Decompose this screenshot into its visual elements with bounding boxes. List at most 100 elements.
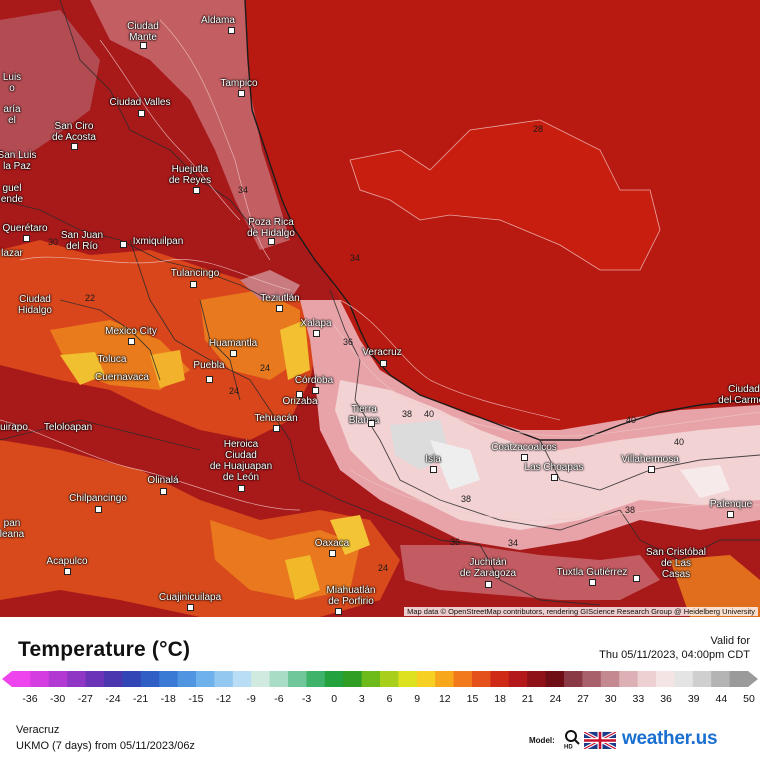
scale-swatch xyxy=(214,671,234,687)
city-marker xyxy=(380,360,387,367)
temperature-color-scale xyxy=(2,671,758,687)
city-label-tehuacan: Tehuacán xyxy=(254,413,298,424)
city-label-huejutla: Huejutla de Reyes xyxy=(168,164,212,186)
city-label-ciudad-carmen: Ciudad del Carmen xyxy=(718,384,760,406)
scale-tick-label: -27 xyxy=(77,693,93,705)
city-marker xyxy=(187,604,194,611)
scale-arrow-right xyxy=(748,671,758,687)
isotherm-label: 34 xyxy=(350,253,361,263)
city-label-orizaba: Orizaba xyxy=(282,396,318,407)
scale-swatch xyxy=(343,671,362,687)
scale-swatch xyxy=(545,671,565,687)
city-marker xyxy=(160,488,167,495)
scale-swatch xyxy=(67,671,86,687)
city-label-chilpancingo: Chilpancingo xyxy=(69,493,127,504)
city-marker xyxy=(335,608,342,615)
isotherm-label: 36 xyxy=(450,537,461,547)
city-marker xyxy=(190,281,197,288)
scale-tick-label: 44 xyxy=(715,693,728,705)
scale-swatch xyxy=(251,671,270,687)
city-label-ixmiquilpan: Ixmiquilpan xyxy=(132,236,184,247)
scale-tick-label: 12 xyxy=(438,693,451,705)
scale-swatch xyxy=(582,671,602,687)
scale-swatch xyxy=(140,671,160,687)
scale-swatch xyxy=(398,671,418,687)
city-marker xyxy=(120,241,127,248)
city-label-juchitan: Juchitán de Zaragoza xyxy=(459,557,517,579)
scale-tick-label: 6 xyxy=(386,693,393,705)
city-label-tampico: Tampico xyxy=(220,78,258,89)
city-label-tierra-blanca: Tierra Blanca xyxy=(348,404,380,426)
isotherm-label: 34 xyxy=(238,185,249,195)
scale-swatch xyxy=(674,671,694,687)
scale-tick-label: -36 xyxy=(22,693,38,705)
city-marker xyxy=(312,387,319,394)
scale-tick-label: -15 xyxy=(188,693,204,705)
city-label-mexico-city: Mexico City xyxy=(105,326,157,337)
location-label: Veracruz xyxy=(16,724,60,736)
scale-swatch xyxy=(177,671,197,687)
isotherm-label: 28 xyxy=(533,124,544,134)
scale-tick-label: 36 xyxy=(660,693,672,705)
scale-tick-label: -21 xyxy=(133,693,149,705)
scale-swatch xyxy=(692,671,712,687)
city-label-cuajinicuilapa: Cuajinicuilapa xyxy=(158,592,222,603)
scale-arrow-left xyxy=(2,671,12,687)
city-label-luis: Luis o xyxy=(2,72,22,94)
svg-text:HD: HD xyxy=(564,745,573,750)
scale-swatch xyxy=(48,671,68,687)
scale-tick-label: 18 xyxy=(494,693,506,705)
city-label-veracruz: Veracruz xyxy=(362,347,402,358)
hd-search-icon[interactable]: HD xyxy=(563,729,581,749)
valid-for-label: Valid for xyxy=(710,635,750,647)
city-marker xyxy=(128,338,135,345)
scale-swatch xyxy=(453,671,473,687)
scale-swatch xyxy=(288,671,307,687)
scale-tick-label: -3 xyxy=(301,693,312,705)
map-shading xyxy=(0,0,760,617)
isotherm-label: 38 xyxy=(625,505,636,515)
scale-swatch xyxy=(232,671,252,687)
city-label-puebla: Puebla xyxy=(193,360,225,371)
scale-swatch xyxy=(490,671,510,687)
city-marker xyxy=(727,511,734,518)
scale-tick-label: 39 xyxy=(687,693,700,705)
city-label-oaxaca: Oaxaca xyxy=(314,538,350,549)
scale-swatch xyxy=(637,671,657,687)
scale-swatch xyxy=(306,671,326,687)
scale-swatch xyxy=(12,671,31,687)
scale-tick-label: -24 xyxy=(105,693,121,705)
city-marker xyxy=(238,485,245,492)
uk-flag-icon xyxy=(584,732,616,749)
city-label-queretaro: Querétaro xyxy=(2,223,48,234)
legend-panel xyxy=(0,617,760,760)
city-label-tuxtla: Tuxtla Gutiérrez xyxy=(556,567,628,578)
scale-tick-label: -30 xyxy=(50,693,66,705)
map-attribution: Map data © OpenStreetMap contributors, r… xyxy=(404,607,758,616)
isotherm-label: 34 xyxy=(508,538,519,548)
scale-tick-label: -18 xyxy=(160,693,176,705)
scale-swatch xyxy=(619,671,638,687)
city-label-san-juan-rio: San Juan del Río xyxy=(60,230,104,252)
city-label-toluca: Toluca xyxy=(97,354,127,365)
city-marker xyxy=(138,110,145,117)
scale-swatch xyxy=(564,671,583,687)
scale-swatch xyxy=(508,671,528,687)
temperature-map[interactable]: Aldama Ciudad Mante Tampico Ciudad Valle… xyxy=(0,0,760,617)
city-label-tulancingo: Tulancingo xyxy=(170,268,220,279)
city-label-huajuapan: Heroica Ciudad de Huajuapan de León xyxy=(209,439,273,483)
city-marker xyxy=(228,27,235,34)
scale-swatch xyxy=(30,671,50,687)
scale-swatch xyxy=(324,671,344,687)
isotherm-label: 40 xyxy=(626,415,637,425)
city-label-villahermosa: Villahermosa xyxy=(621,454,679,465)
scale-swatch xyxy=(380,671,399,687)
scale-swatch xyxy=(729,671,749,687)
isotherm-label: 40 xyxy=(674,437,685,447)
weather-us-logo[interactable]: weather.us xyxy=(622,728,718,749)
isotherm-label: 40 xyxy=(424,409,435,419)
scale-swatch xyxy=(472,671,491,687)
isotherm-label: 38 xyxy=(461,494,472,504)
scale-swatch xyxy=(435,671,454,687)
city-label-palenque: Palenque xyxy=(709,499,753,510)
